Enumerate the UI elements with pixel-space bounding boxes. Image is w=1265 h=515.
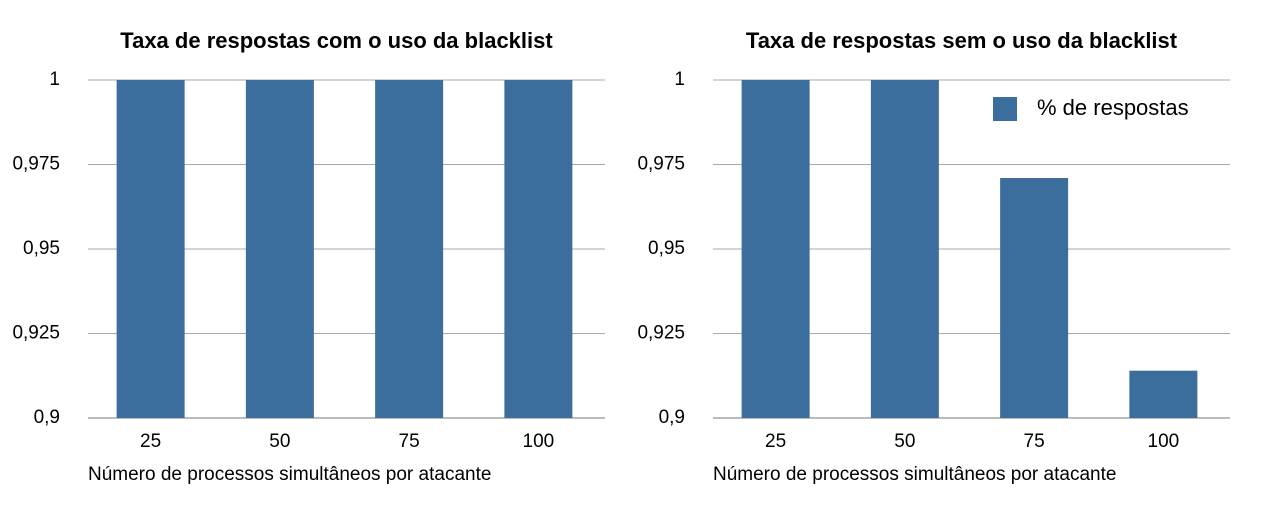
x-tick-label: 25 [140,431,161,452]
chart-title: Taxa de respostas sem o uso da blacklist [746,28,1178,53]
x-tick-label: 100 [1148,431,1180,452]
legend-label: % de respostas [1037,95,1189,120]
bar [741,80,810,418]
x-tick-label: 75 [1024,431,1045,452]
x-axis-label: Número de processos simultâneos por atac… [713,464,1116,485]
y-tick-label: 0,95 [648,238,685,259]
y-tick-label: 1 [674,69,685,90]
chart-title: Taxa de respostas com o uso da blacklist [120,28,553,53]
x-tick-label: 50 [894,431,915,452]
y-tick-label: 0,975 [12,154,60,175]
y-tick-label: 1 [49,69,60,90]
legend-swatch [993,97,1017,121]
bar [116,80,185,418]
x-axis-label: Número de processos simultâneos por atac… [88,464,491,485]
y-tick-label: 0,9 [34,407,60,428]
x-tick-label: 25 [765,431,786,452]
y-tick-label: 0,975 [637,154,685,175]
bar [245,80,314,418]
bar [1129,370,1198,418]
x-tick-label: 50 [269,431,290,452]
y-tick-label: 0,9 [659,407,685,428]
y-tick-label: 0,95 [23,238,60,259]
bar [870,80,939,418]
x-tick-label: 75 [399,431,420,452]
bar [1000,178,1069,418]
y-tick-label: 0,925 [12,323,60,344]
y-tick-label: 0,925 [637,323,685,344]
bar [375,80,444,418]
bar [504,80,573,418]
x-tick-label: 100 [523,431,555,452]
